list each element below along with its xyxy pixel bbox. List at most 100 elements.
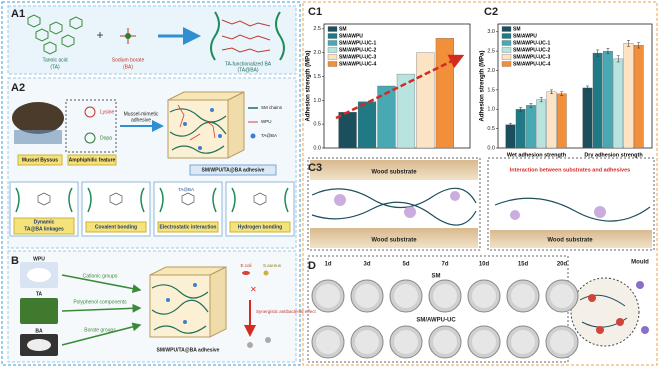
bar	[623, 43, 634, 149]
legend-text: SM chains	[261, 105, 283, 110]
bar	[603, 50, 613, 149]
label: TA-functionalized BA	[225, 61, 272, 67]
label: SM/WPU/TA@BA adhesive	[202, 167, 265, 173]
label: (BA)	[123, 64, 133, 70]
petri-inner	[316, 330, 340, 354]
legend-label: SM/AWPU	[513, 33, 537, 39]
legend-swatch	[501, 47, 512, 53]
bar	[592, 52, 603, 149]
y-tick-label: 1.5	[487, 87, 495, 93]
error-bar	[596, 49, 600, 57]
x-tick-label: Wet adhesion strength	[507, 152, 567, 158]
error-bar	[549, 89, 553, 94]
legend-swatch	[501, 40, 512, 46]
label: E.coli	[240, 263, 251, 268]
bar	[633, 45, 644, 149]
x-tick-label: Dry adhesion strength	[584, 152, 643, 158]
petri-inner	[472, 330, 496, 354]
petri-inner	[511, 330, 535, 354]
legend-swatch	[327, 33, 338, 39]
y-axis-label: Adhesion strength (MPa)	[480, 50, 486, 121]
label: Cationic groups	[83, 273, 118, 279]
petri-inner	[550, 330, 574, 354]
legend-swatch	[501, 33, 512, 39]
trend-arrow	[335, 54, 465, 120]
petri-inner	[433, 284, 457, 308]
label: Interaction between substrates and adhes…	[510, 167, 630, 173]
panel-label: C2	[484, 6, 498, 18]
label: 15d	[518, 262, 529, 268]
bar	[377, 85, 396, 149]
label: (TA)	[50, 64, 60, 70]
legend-swatch	[327, 26, 338, 32]
legend-swatch	[501, 61, 512, 67]
label: TA@BA linkages	[24, 226, 64, 232]
label: Mould	[631, 260, 649, 266]
y-tick-label: 2.0	[313, 50, 321, 56]
svg-text:✕: ✕	[250, 285, 257, 294]
petri-inner	[550, 284, 574, 308]
svg-text:+: +	[96, 28, 103, 42]
y-tick-label: 3.0	[487, 29, 495, 35]
label: 3d	[363, 262, 370, 268]
legend-label: SM	[513, 26, 521, 32]
label: Wood substrate	[371, 238, 417, 244]
legend-label: SM/AWPU-UC-1	[513, 40, 550, 46]
label: TA@BA	[178, 187, 194, 192]
legend-swatch	[327, 40, 338, 46]
y-tick-label: 0.0	[313, 145, 321, 151]
petri-inner	[355, 284, 379, 308]
legend-swatch	[327, 47, 338, 53]
y-axis-label: Adhesion strength (MPa)	[306, 50, 312, 121]
decor: + ✕	[1, 1, 658, 366]
error-bar	[539, 96, 543, 103]
legend-swatch	[501, 26, 512, 32]
petri-inner	[511, 284, 535, 308]
legend-label: SM/AWPU-UC-2	[513, 47, 550, 53]
dishes	[311, 279, 579, 359]
label: Electrostatic interaction	[160, 224, 217, 230]
bar	[396, 73, 416, 149]
legend-label: SM/AWPU	[339, 33, 363, 39]
label: Dopa	[100, 135, 112, 141]
bar	[357, 101, 377, 149]
label: Covalent bonding	[95, 224, 137, 230]
bar	[526, 105, 536, 149]
legend-label: SM	[339, 26, 347, 32]
bar	[546, 91, 557, 149]
bar	[556, 93, 567, 149]
petri-inner	[394, 330, 418, 354]
legend-swatch	[327, 54, 338, 60]
label: BA	[35, 328, 43, 334]
legend-text: TA@BA	[261, 133, 277, 138]
label: Borate groups	[84, 327, 116, 333]
label: (TA@BA)	[237, 67, 258, 73]
label: Synergistic antibacterial effect	[256, 309, 316, 314]
label: Mussel-mimetic	[124, 111, 159, 117]
label: adhesive	[131, 117, 151, 123]
legend-swatch	[501, 54, 512, 60]
error-bar	[606, 48, 610, 55]
y-tick-label: 2.0	[487, 68, 495, 74]
petri-inner	[472, 284, 496, 308]
label: Wood substrate	[547, 238, 593, 244]
label: Hydrogen bonding	[238, 224, 282, 230]
label: WPU	[33, 256, 45, 262]
label: Sodium borate	[112, 57, 145, 63]
legend-label: SM/AWPU-UC-4	[513, 61, 550, 67]
label: TA	[36, 291, 43, 297]
y-tick-label: 0.0	[487, 145, 495, 151]
error-bar	[637, 42, 641, 49]
y-tick-label: 2.5	[487, 49, 495, 55]
label: 5d	[402, 262, 409, 268]
y-tick-label: 2.5	[313, 26, 321, 32]
label: 10d	[479, 262, 490, 268]
panel-label: A2	[11, 82, 25, 94]
legend-swatch	[327, 61, 338, 67]
error-bar	[585, 85, 589, 91]
error-bar	[519, 107, 523, 112]
petri-inner	[355, 330, 379, 354]
